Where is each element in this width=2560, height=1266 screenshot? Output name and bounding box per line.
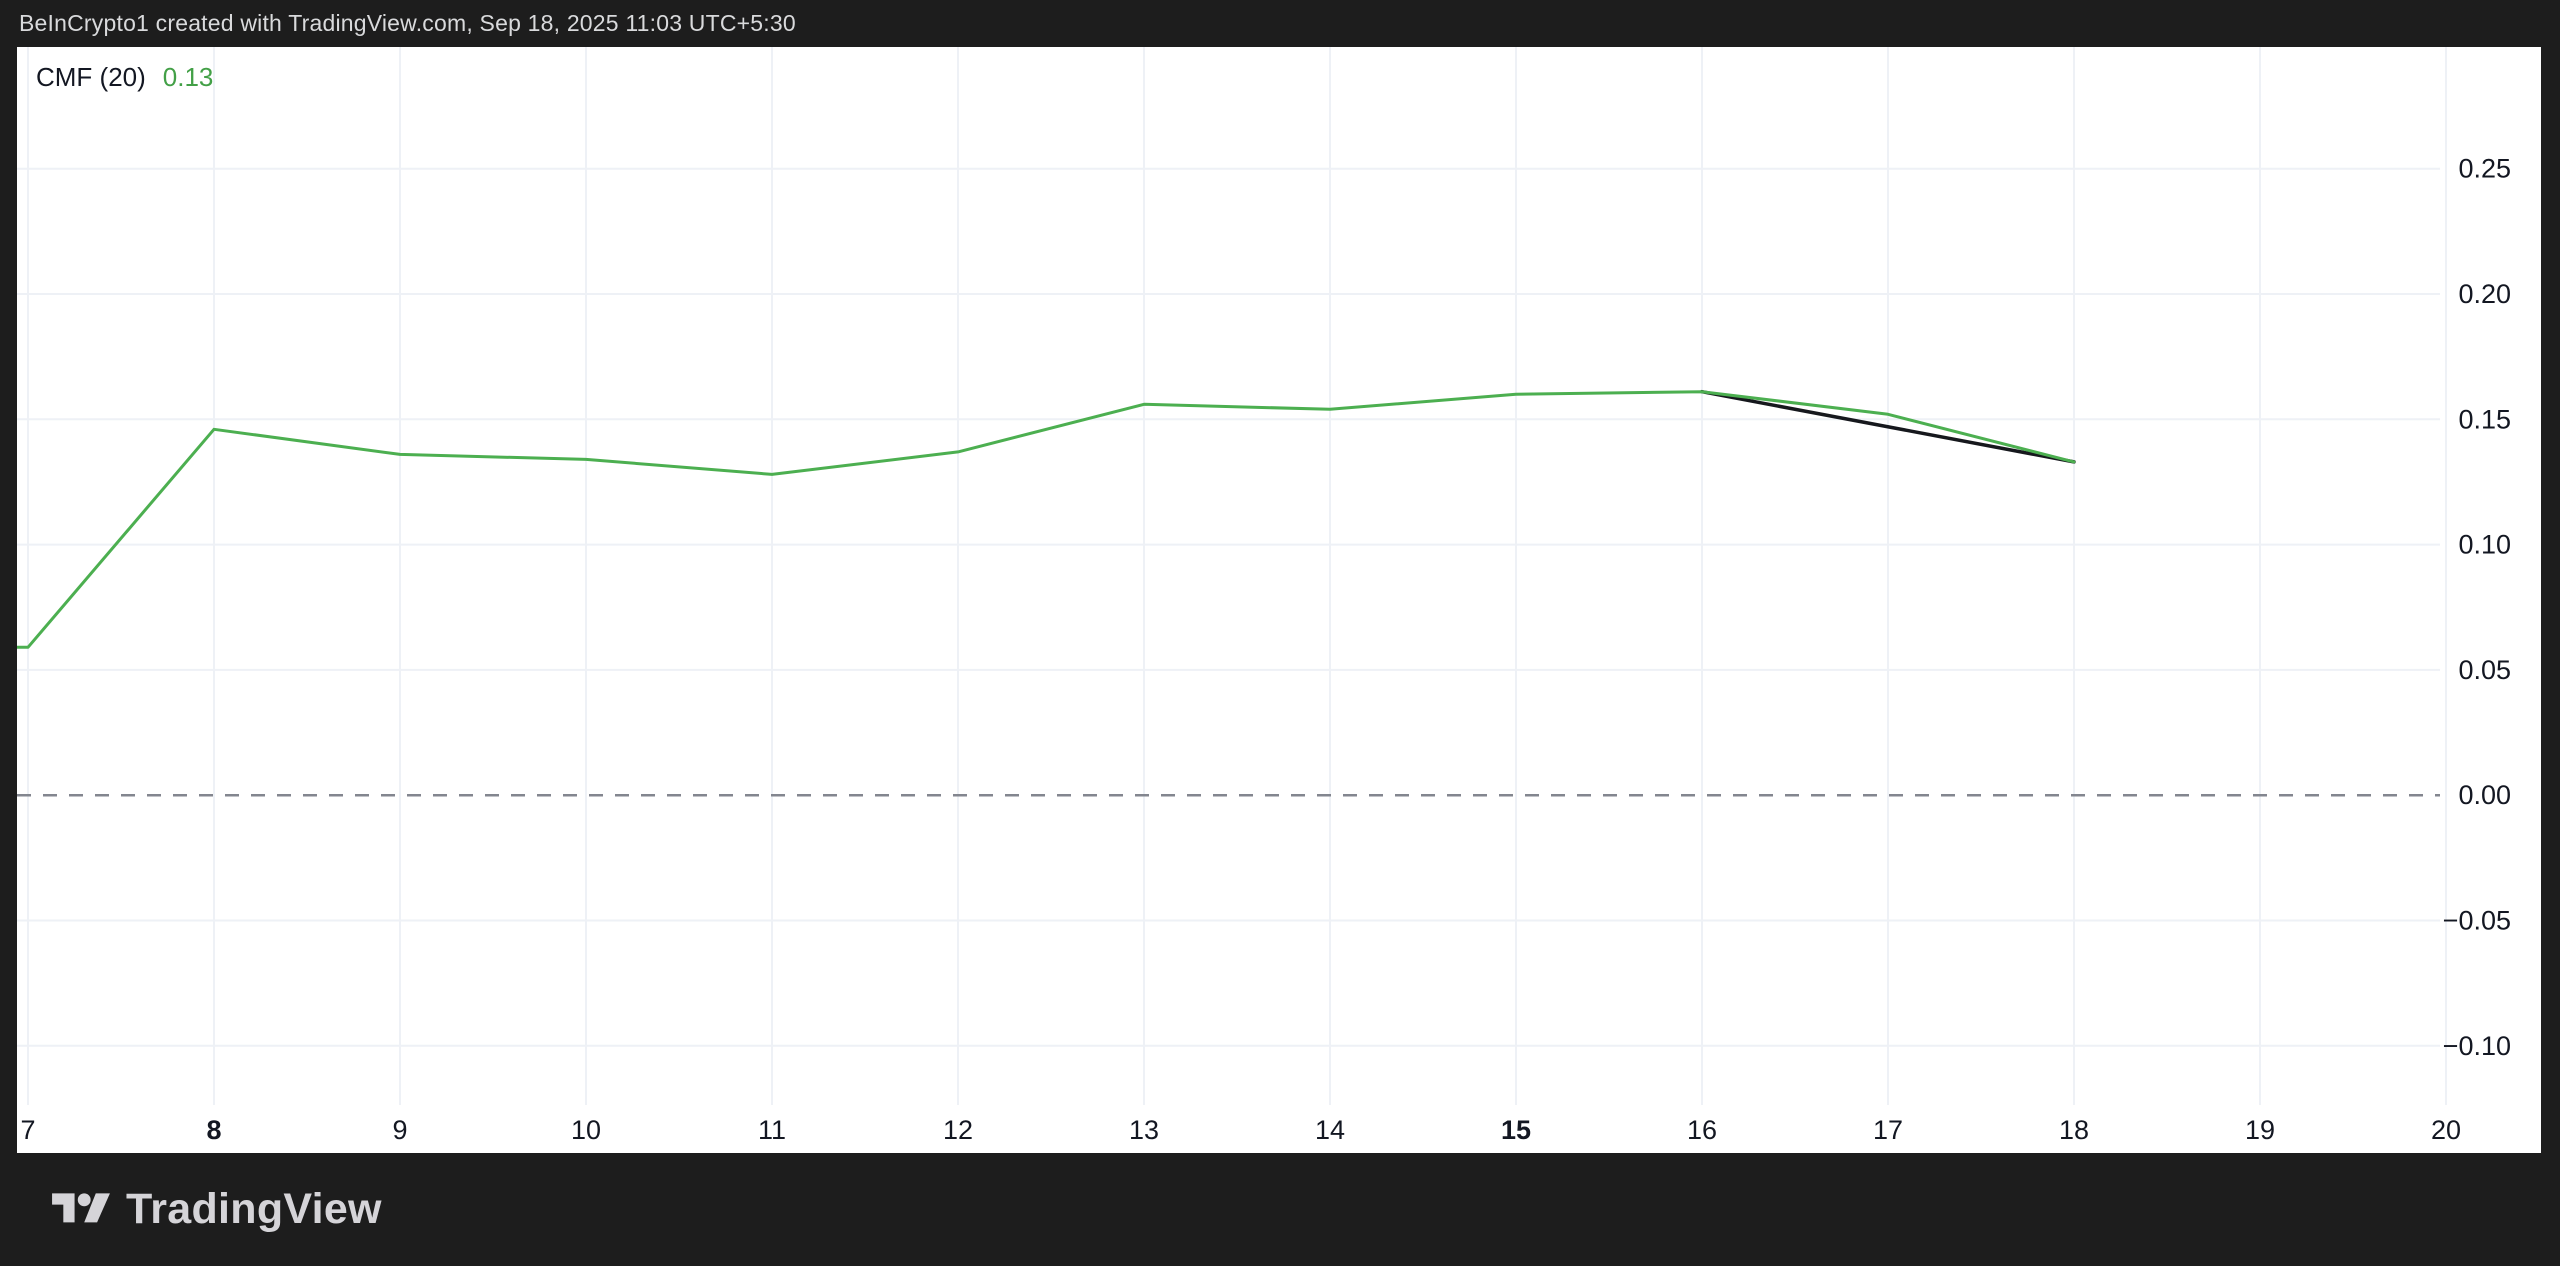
y-tick-label: 0.00 xyxy=(2458,780,2511,810)
y-tick-label: 0.15 xyxy=(2458,404,2511,434)
x-tick-label: 20 xyxy=(2431,1115,2461,1145)
y-tick-label: −0.10 xyxy=(2443,1031,2511,1061)
x-tick-label: 16 xyxy=(1687,1115,1717,1145)
y-tick-label: 0.20 xyxy=(2458,279,2511,309)
y-tick-label: 0.25 xyxy=(2458,154,2511,184)
x-tick-label: 7 xyxy=(20,1115,35,1145)
x-tick-label: 8 xyxy=(206,1115,221,1145)
footer-bar: TradingView xyxy=(0,1153,2560,1266)
x-tick-label: 14 xyxy=(1315,1115,1345,1145)
attribution-text: BeInCrypto1 created with TradingView.com… xyxy=(19,10,796,36)
attribution-bar: BeInCrypto1 created with TradingView.com… xyxy=(0,0,2560,47)
x-tick-label: 19 xyxy=(2245,1115,2275,1145)
x-tick-label: 12 xyxy=(943,1115,973,1145)
horizontal-gridlines xyxy=(17,167,2440,1047)
y-tick-label: 0.05 xyxy=(2458,655,2511,685)
indicator-value: 0.13 xyxy=(162,62,214,92)
y-tick-label: −0.05 xyxy=(2443,906,2511,936)
vertical-gridlines xyxy=(27,47,2447,1105)
y-axis-labels: 0.25 0.20 0.15 0.10 0.05 0.00 −0.05 −0.10 xyxy=(2443,154,2511,1061)
trend-line xyxy=(1700,389,2076,464)
indicator-legend: CMF (20) 0.13 xyxy=(36,62,213,93)
x-tick-label: 15 xyxy=(1501,1115,1531,1145)
x-axis-labels: 7 8 9 10 11 12 13 14 15 16 17 18 19 20 xyxy=(20,1115,2461,1145)
x-tick-label: 17 xyxy=(1873,1115,1903,1145)
y-tick-label: 0.10 xyxy=(2458,530,2511,560)
x-tick-label: 9 xyxy=(392,1115,407,1145)
x-tick-label: 13 xyxy=(1129,1115,1159,1145)
cmf-chart-canvas: 0.25 0.20 0.15 0.10 0.05 0.00 −0.05 −0.10 7 8 9 10… xyxy=(17,47,2511,1145)
tradingview-brand-text: TradingView xyxy=(126,1185,382,1233)
x-tick-label: 11 xyxy=(758,1115,786,1145)
cmf-line xyxy=(17,390,2076,649)
indicator-name: CMF (20) xyxy=(36,62,146,92)
x-tick-label: 10 xyxy=(571,1115,601,1145)
indicator-lines xyxy=(17,389,2076,649)
tradingview-logo-icon xyxy=(52,1193,110,1223)
chart-panel: 0.25 0.20 0.15 0.10 0.05 0.00 −0.05 −0.10 7 8 9 10… xyxy=(17,47,2541,1153)
x-tick-label: 18 xyxy=(2059,1115,2089,1145)
